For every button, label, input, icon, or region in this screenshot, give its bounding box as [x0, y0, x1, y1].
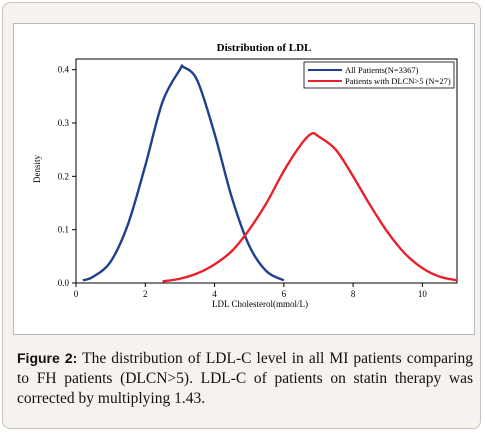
plot-frame [75, 58, 458, 284]
series-line-1 [162, 131, 458, 283]
x-tick-label: 8 [351, 289, 356, 299]
x-tick-label: 6 [282, 289, 287, 299]
caption-text: The distribution of LDL-C level in all M… [17, 350, 473, 407]
figure-frame: Distribution of LDL 0 2 4 6 8 10 0.0 0.1 0.2 0.3 0… [2, 2, 481, 429]
series-line-0 [82, 64, 285, 282]
y-tick-label: 0.4 [58, 65, 70, 75]
x-tick-label: 0 [74, 289, 79, 299]
chart: Distribution of LDL 0 2 4 6 8 100.00.10.20.30… [32, 42, 458, 309]
plot-area: 0 2 4 6 8 10 0.0 0.1 0.2 0.3 0.4 [58, 58, 458, 299]
y-tick-label: 0.0 [58, 278, 70, 288]
chart-title: Distribution of LDL [217, 42, 312, 54]
caption-label: Figure 2: [17, 350, 78, 366]
y-axis-label: Density [32, 155, 42, 183]
legend-label: All Patients(N=3367) [345, 65, 419, 75]
legend-label: Patients with DLCN>5 (N=27) [345, 76, 451, 86]
x-tick-label: 2 [143, 289, 148, 299]
x-tick-label: 4 [212, 289, 217, 299]
legend: All Patients(N=3367)Patients with DLCN>5… [303, 61, 455, 89]
figure-caption: Figure 2: The distribution of LDL-C leve… [17, 348, 473, 409]
x-tick-label: 10 [418, 289, 428, 299]
y-tick-label: 0.1 [58, 225, 69, 235]
chart-panel: Distribution of LDL 0 2 4 6 8 10 0.0 0.1 0.2 0.3 0… [13, 23, 475, 335]
x-axis-label: LDL Cholesterol(mmol/L) [212, 299, 308, 309]
y-tick-label: 0.2 [58, 171, 69, 181]
legend-box [303, 61, 455, 89]
y-tick-label: 0.3 [58, 118, 70, 128]
